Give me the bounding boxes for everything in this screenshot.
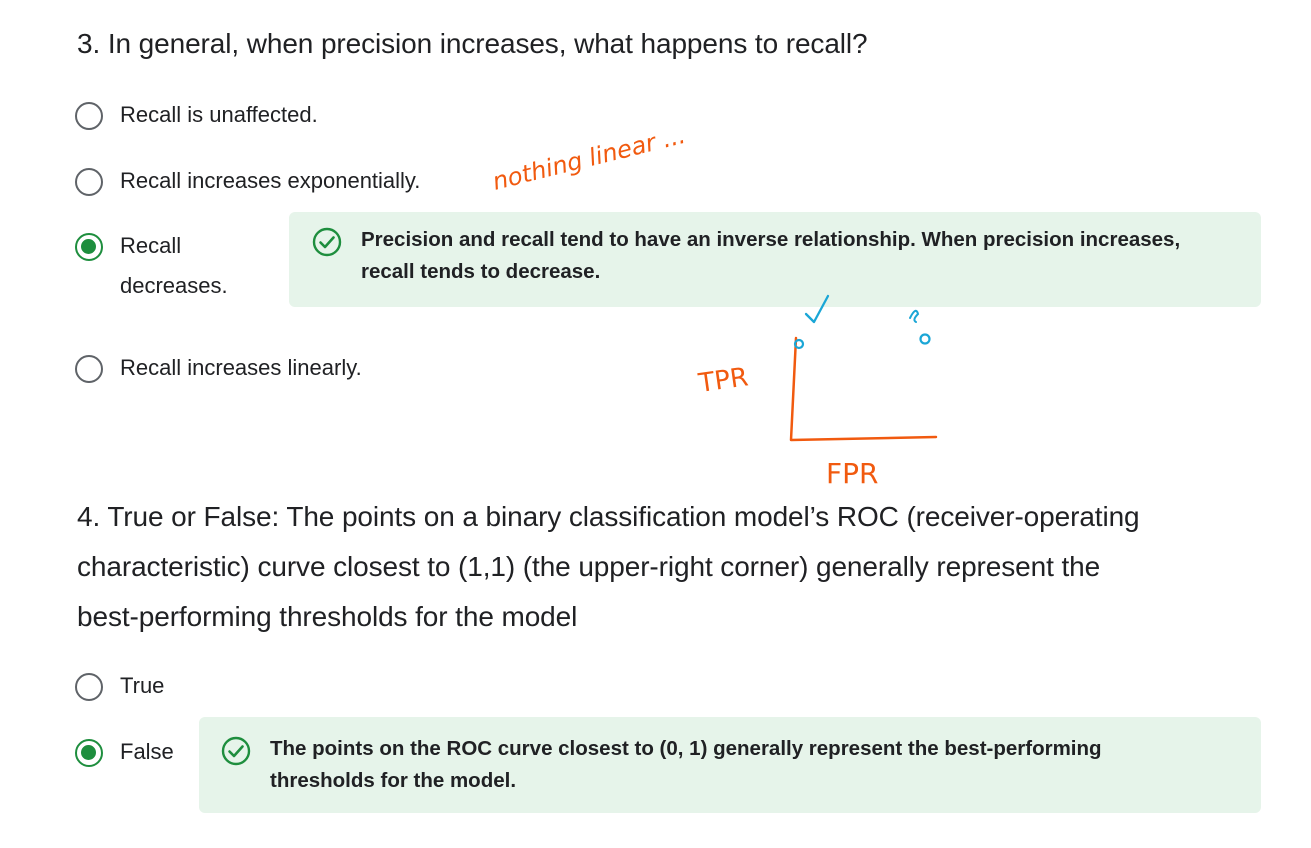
- q4-feedback-correct: The points on the ROC curve closest to (…: [199, 717, 1261, 813]
- q4-option-false[interactable]: False: [75, 737, 174, 767]
- annotation-tpr-label: TPR: [696, 362, 750, 399]
- option-label: False: [120, 739, 174, 764]
- roc-point-top-left: [793, 338, 805, 350]
- question-4-title-line-1: 4. True or False: The points on a binary…: [77, 501, 1140, 532]
- option-label-line-1: Recall: [120, 233, 182, 258]
- radio-unselected[interactable]: [75, 673, 103, 701]
- radio-unselected[interactable]: [75, 102, 103, 130]
- roc-sketch-axes: [789, 336, 938, 442]
- feedback-text: Precision and recall tend to have an inv…: [361, 224, 1180, 288]
- radio-selected[interactable]: [75, 233, 103, 261]
- option-label: Recall is unaffected.: [120, 102, 318, 127]
- q3-option-unaffected[interactable]: Recall is unaffected.: [75, 100, 318, 130]
- radio-selected[interactable]: [75, 739, 103, 767]
- q3-feedback-correct: Precision and recall tend to have an inv…: [289, 212, 1261, 307]
- q3-option-decreases[interactable]: Recall decreases.: [75, 231, 228, 306]
- radio-unselected[interactable]: [75, 355, 103, 383]
- feedback-line-1: Precision and recall tend to have an inv…: [361, 228, 1181, 251]
- check-circle-icon: [312, 227, 342, 257]
- feedback-line-2: thresholds for the model.: [270, 769, 517, 792]
- feedback-line-2: recall tends to decrease.: [361, 260, 601, 283]
- option-label: Recall increases linearly.: [120, 355, 362, 380]
- q4-option-true[interactable]: True: [75, 671, 164, 701]
- roc-point-top-right: [919, 333, 931, 345]
- cross-mark-icon: [909, 309, 920, 323]
- feedback-line-1: The points on the ROC curve closest to (…: [270, 737, 1102, 760]
- q3-option-increases-exponentially[interactable]: Recall increases exponentially.: [75, 166, 420, 196]
- radio-unselected[interactable]: [75, 168, 103, 196]
- annotation-note: nothing linear ...: [490, 121, 689, 196]
- question-4-title-line-3: best-performing thresholds for the model: [77, 601, 578, 632]
- q3-option-increases-linearly[interactable]: Recall increases linearly.: [75, 353, 362, 383]
- question-4-title: 4. True or False: The points on a binary…: [77, 492, 1267, 642]
- option-label: True: [120, 673, 165, 698]
- question-3-title: 3. In general, when precision increases,…: [77, 28, 868, 59]
- check-circle-icon: [221, 736, 251, 766]
- option-label: Recall increases exponentially.: [120, 168, 421, 193]
- annotation-fpr-label: FPR: [826, 457, 878, 490]
- option-label: Recall decreases.: [120, 226, 228, 306]
- feedback-text: The points on the ROC curve closest to (…: [270, 733, 1102, 797]
- option-label-line-2: decreases.: [120, 273, 228, 298]
- question-4-title-line-2: characteristic) curve closest to (1,1) (…: [77, 551, 1101, 582]
